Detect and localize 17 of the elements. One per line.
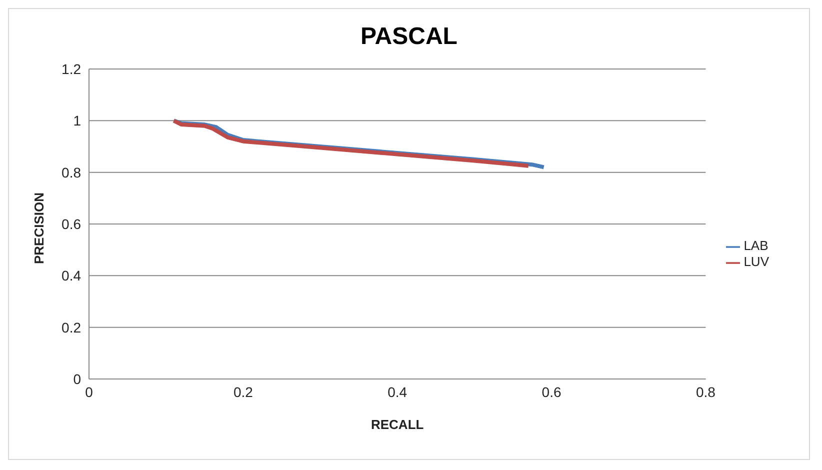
- y-tick-label: 0.4: [62, 268, 82, 284]
- legend-label: LUV: [744, 254, 769, 269]
- x-tick-label: 0.4: [388, 384, 408, 400]
- y-tick-label: 0.2: [62, 319, 82, 336]
- chart-title: PASCAL: [360, 22, 458, 52]
- y-axis-title: PRECISION: [32, 192, 47, 264]
- x-tick-label: 0.6: [542, 384, 562, 400]
- y-tick-label: 0.8: [62, 164, 82, 180]
- x-tick-label: 0.8: [696, 384, 716, 400]
- x-tick-label: 0.2: [233, 384, 254, 400]
- y-tick-label: 1.2: [62, 60, 82, 77]
- y-tick-label: 0: [73, 370, 82, 387]
- x-axis-title: RECALL: [370, 417, 424, 432]
- legend-label: LAB: [744, 238, 768, 254]
- y-tick-label: 0.6: [62, 216, 82, 232]
- x-tick-label: 0: [85, 384, 94, 400]
- y-tick-label: 1: [73, 112, 82, 129]
